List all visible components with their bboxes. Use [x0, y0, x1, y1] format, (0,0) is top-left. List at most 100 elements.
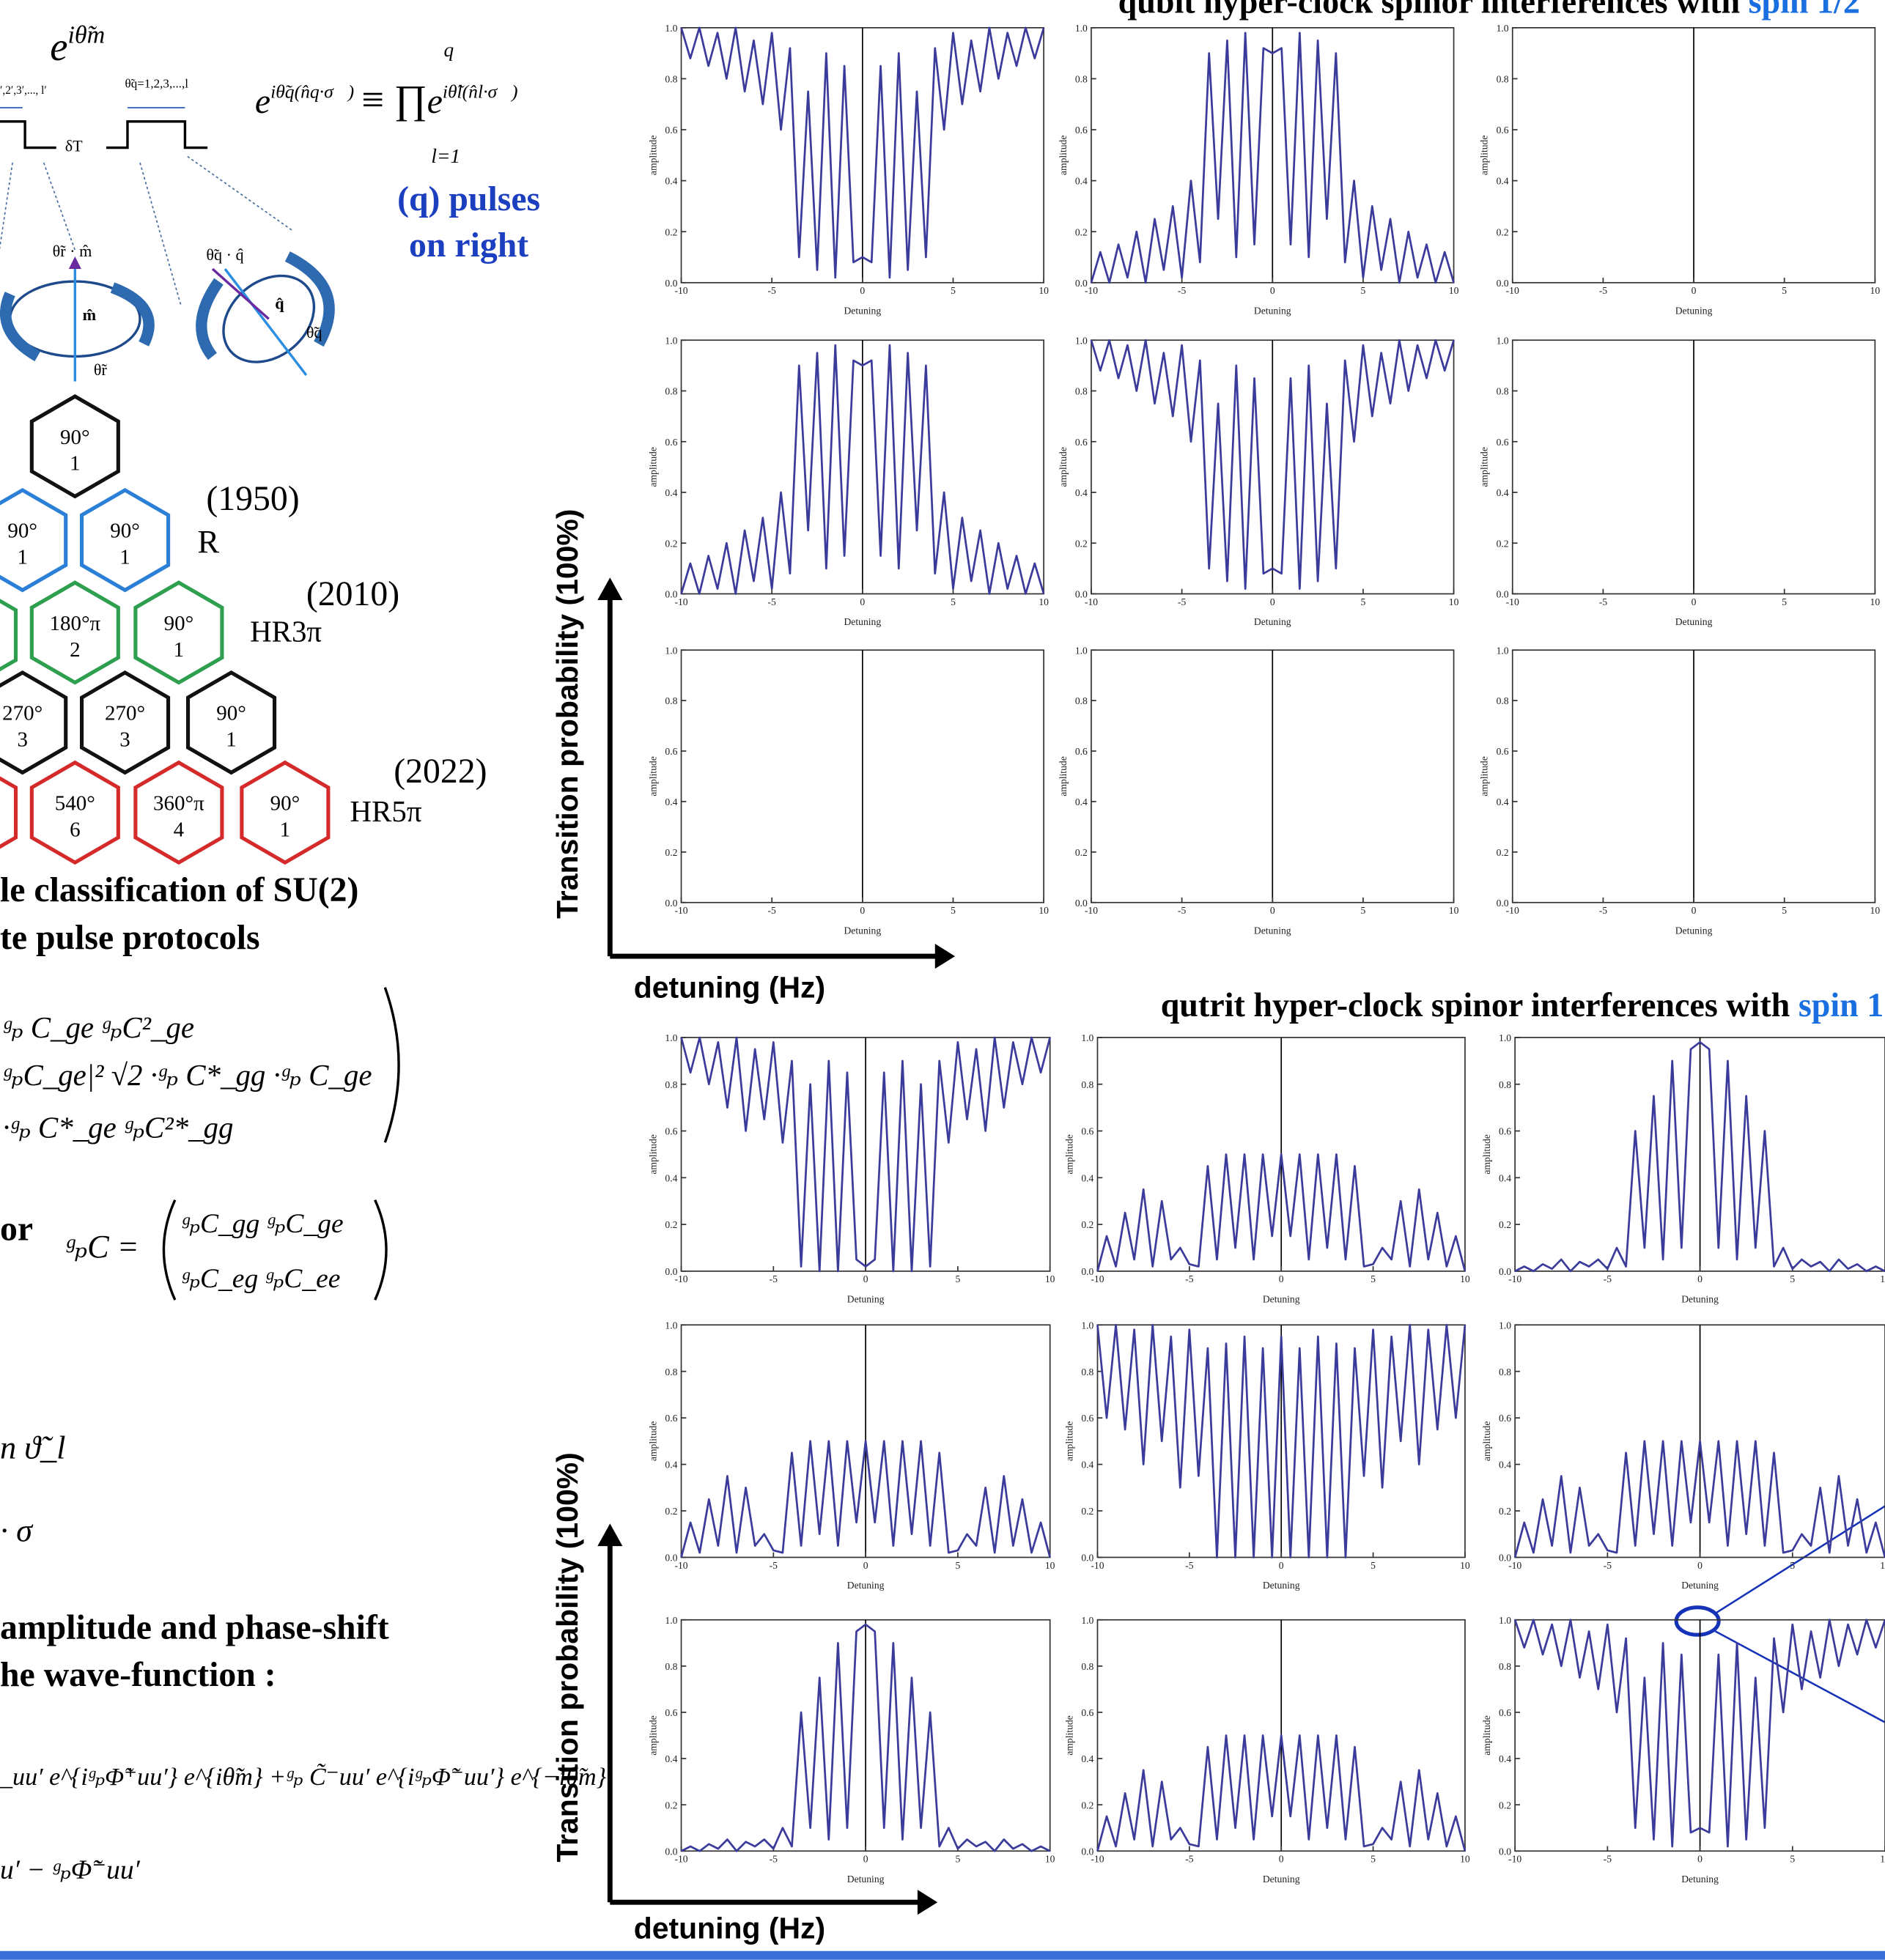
x-tick-label: -10 — [1085, 905, 1098, 916]
y-tick-label: 0.2 — [665, 1219, 677, 1230]
y-tick-label: 0.2 — [1497, 226, 1509, 237]
y-tick-label: 0.0 — [1497, 278, 1509, 289]
x-tick-label: 5 — [951, 905, 956, 916]
y-tick-label: 0.6 — [1075, 125, 1088, 136]
rot-label: θ̃q — [306, 323, 322, 341]
y-tick-label: 0.4 — [1081, 1753, 1093, 1764]
y-tick-label: 0.0 — [1075, 589, 1088, 600]
x-tick-label: 5 — [1361, 596, 1366, 607]
x-tick-label: 10 — [1449, 285, 1459, 296]
c-matrix: ᵍₚC = — [65, 1228, 139, 1265]
y-axis-title: amplitude — [1479, 447, 1490, 487]
y-tick-label: 0.2 — [1497, 847, 1509, 858]
hexagon-chart: 90°190°190°1180°π290°1270°3270°390°1540°… — [0, 394, 331, 865]
y-tick-label: 0.2 — [665, 1800, 677, 1811]
hex-count: 2 — [70, 638, 81, 662]
x-axis-title: Detuning — [844, 616, 881, 627]
y-tick-label: 0.6 — [1081, 1126, 1093, 1137]
title-text: qutrit hyper-clock spinor interferences … — [1161, 986, 1799, 1024]
curve — [680, 1440, 1051, 1558]
x-tick-label: 10 — [1045, 1560, 1055, 1571]
y-tick-label: 0.8 — [1499, 1367, 1511, 1377]
hex-count: 1 — [17, 546, 28, 569]
hex-angle: 270° — [105, 702, 145, 725]
curve — [1090, 339, 1455, 590]
hexagon — [29, 580, 120, 685]
x-tick-label: 5 — [1790, 1560, 1795, 1571]
x-tick-label: 0 — [863, 1560, 868, 1571]
c-paren — [162, 1199, 388, 1301]
y-tick-label: 0.2 — [665, 226, 677, 237]
y-tick-label: 0.6 — [1075, 746, 1088, 757]
y-tick-label: 0.4 — [1075, 796, 1088, 807]
x-tick-label: 10 — [1039, 285, 1049, 296]
y-tick-label: 0.6 — [665, 1707, 677, 1718]
y-tick-label: 0.8 — [665, 1079, 677, 1090]
big-axes — [607, 593, 940, 1905]
x-tick-label: 5 — [1371, 1854, 1376, 1865]
y-tick-label: 0.8 — [1081, 1367, 1093, 1377]
y-tick-label: 0.0 — [1497, 898, 1509, 909]
y-tick-label: 0.6 — [1081, 1413, 1093, 1424]
y-tick-label: 0.0 — [665, 278, 677, 289]
hexagon — [133, 580, 224, 685]
y-axis-title: amplitude — [647, 447, 658, 487]
curve — [680, 1036, 1051, 1273]
y-tick-label: 0.6 — [1499, 1126, 1511, 1137]
x-tick-label: 5 — [1361, 285, 1366, 296]
y-tick-label: 1.0 — [1075, 335, 1088, 346]
x-axis-title: Detuning — [847, 1874, 885, 1885]
year: (2022) — [394, 752, 487, 791]
x-tick-label: -10 — [1085, 285, 1098, 296]
x-tick-label: 5 — [1371, 1560, 1376, 1571]
x-axis-title: Detuning — [847, 1294, 885, 1305]
y-tick-label: 0.8 — [1081, 1661, 1093, 1672]
exp-top: eiθ̃m — [50, 21, 105, 69]
y-tick-label: 0.6 — [1497, 125, 1509, 136]
year: (1950) — [206, 479, 299, 518]
curve — [1090, 32, 1455, 284]
x-tick-label: 5 — [1782, 285, 1787, 296]
y-axis-title: amplitude — [647, 1421, 658, 1462]
y-tick-label: 0.8 — [665, 1367, 677, 1377]
y-tick-label: 0.4 — [1499, 1460, 1511, 1471]
hexagon — [0, 776, 18, 849]
eq-part: e — [427, 82, 443, 121]
x-tick-label: 10 — [1460, 1273, 1470, 1284]
hex-count: 6 — [70, 818, 81, 841]
x-tick-label: 5 — [1782, 905, 1787, 916]
y-tick-label: 0.8 — [1075, 695, 1088, 706]
x-tick-label: -5 — [1604, 1273, 1612, 1284]
eq-part: iθ̃q(n̂q·σ⃗) — [270, 81, 354, 102]
product-eq: eiθ̃q(n̂q·σ⃗) ≡ ∏eiθ̃l(n̂l·σ⃗) — [255, 77, 518, 122]
y-tick-label: 0.6 — [1497, 746, 1509, 757]
x-tick-label: -10 — [1506, 905, 1519, 916]
hex-count: 1 — [226, 728, 237, 752]
rot-label: θ̃r · m̂ — [53, 242, 92, 260]
y-tick-label: 0.4 — [1499, 1753, 1511, 1764]
y-tick-label: 1.0 — [1081, 1032, 1093, 1043]
y-tick-label: 0.0 — [665, 1266, 677, 1277]
y-tick-label: 0.6 — [665, 746, 677, 757]
x-tick-label: 10 — [1045, 1273, 1055, 1284]
x-tick-label: 10 — [1039, 905, 1049, 916]
x-tick-label: -10 — [1085, 596, 1098, 607]
curve — [1096, 1323, 1467, 1558]
x-tick-label: -5 — [768, 285, 777, 296]
y-axis-title: amplitude — [1481, 1134, 1492, 1174]
x-tick-label: 0 — [860, 596, 865, 607]
x-tick-label: 10 — [1460, 1560, 1470, 1571]
curve — [680, 1623, 1051, 1852]
x-tick-label: 5 — [951, 596, 956, 607]
y-axis-title: amplitude — [1479, 756, 1490, 796]
y-tick-label: 1.0 — [1499, 1320, 1511, 1331]
y-tick-label: 1.0 — [665, 1032, 677, 1043]
x-tick-label: -5 — [770, 1854, 778, 1865]
x-tick-label: 0 — [860, 285, 865, 296]
hex-angle: 90° — [164, 612, 194, 635]
x-axis-title: Detuning — [1254, 616, 1291, 627]
c-matrix: ᵍₚC_eg ᵍₚC_ee — [181, 1264, 340, 1294]
x-tick-label: 10 — [1870, 905, 1881, 916]
x-tick-label: -10 — [674, 285, 687, 296]
x-tick-label: -10 — [674, 1854, 687, 1865]
